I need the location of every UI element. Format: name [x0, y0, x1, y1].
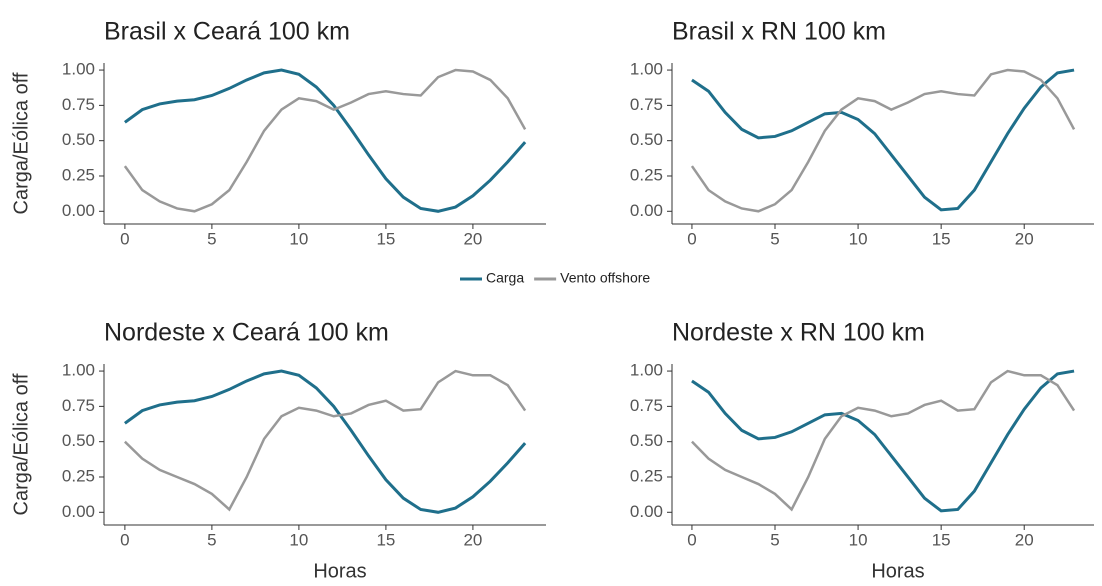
y-tick-label: 1.00 — [62, 361, 95, 380]
y-tick-label: 0.25 — [630, 466, 663, 485]
y-tick-label: 0.50 — [62, 431, 95, 450]
y-tick-label: 0.00 — [630, 502, 663, 521]
x-tick-label: 0 — [687, 530, 696, 549]
x-tick-label: 5 — [770, 530, 779, 549]
y-tick-label: 0.25 — [630, 165, 663, 184]
line-series — [124, 369, 527, 512]
chart-title: Nordeste x RN 100 km — [672, 319, 925, 347]
line-series — [123, 369, 527, 514]
y-tick-label: 0.50 — [630, 431, 663, 450]
x-tick-label: 5 — [770, 229, 779, 248]
chart-title: Brasil x Ceará 100 km — [104, 18, 350, 46]
x-tick-label: 20 — [1015, 229, 1034, 248]
y-tick-label: 0.00 — [630, 201, 663, 220]
y-tick-label: 0.75 — [62, 396, 95, 415]
x-tick-label: 10 — [849, 229, 868, 248]
x-tick-label: 20 — [463, 229, 482, 248]
line-series — [123, 68, 527, 213]
x-tick-label: 10 — [849, 530, 868, 549]
y-tick-label: 0.50 — [62, 130, 95, 149]
line-series — [691, 369, 1075, 513]
x-tick-label: 0 — [687, 229, 696, 248]
x-tick-label: 5 — [207, 229, 216, 248]
x-tick-label: 10 — [289, 229, 308, 248]
x-tick-label: 15 — [376, 530, 395, 549]
line-series — [691, 68, 1075, 212]
y-tick-label: 0.00 — [62, 201, 95, 220]
x-tick-label: 5 — [207, 530, 216, 549]
x-tick-label: 0 — [120, 229, 129, 248]
x-tick-label: 15 — [376, 229, 395, 248]
y-tick-label: 0.75 — [630, 95, 663, 114]
y-tick-label: 1.00 — [62, 60, 95, 79]
x-tick-label: 20 — [463, 530, 482, 549]
y-tick-label: 1.00 — [630, 361, 663, 380]
y-tick-label: 0.75 — [630, 396, 663, 415]
y-tick-label: 1.00 — [630, 60, 663, 79]
y-tick-label: 0.00 — [62, 502, 95, 521]
line-series — [123, 68, 527, 213]
y-tick-label: 0.25 — [62, 165, 95, 184]
legend-label: Carga — [486, 270, 524, 286]
line-series — [690, 68, 1076, 213]
y-tick-label: 0.75 — [62, 95, 95, 114]
x-tick-label: 0 — [120, 530, 129, 549]
chart-title: Brasil x RN 100 km — [672, 18, 886, 46]
x-tick-label: 10 — [289, 530, 308, 549]
y-axis-label: Carga/Eólica off — [10, 373, 32, 515]
y-tick-label: 0.50 — [630, 130, 663, 149]
y-axis-label: Carga/Eólica off — [10, 72, 32, 214]
x-tick-label: 15 — [932, 229, 951, 248]
x-axis-label: Horas — [313, 560, 366, 582]
chart-title: Nordeste x Ceará 100 km — [104, 319, 389, 347]
x-tick-label: 20 — [1015, 530, 1034, 549]
y-tick-label: 0.25 — [62, 466, 95, 485]
line-series — [691, 369, 1076, 512]
legend-label: Vento offshore — [560, 270, 650, 286]
x-tick-label: 15 — [932, 530, 951, 549]
x-axis-label: Horas — [871, 560, 924, 582]
